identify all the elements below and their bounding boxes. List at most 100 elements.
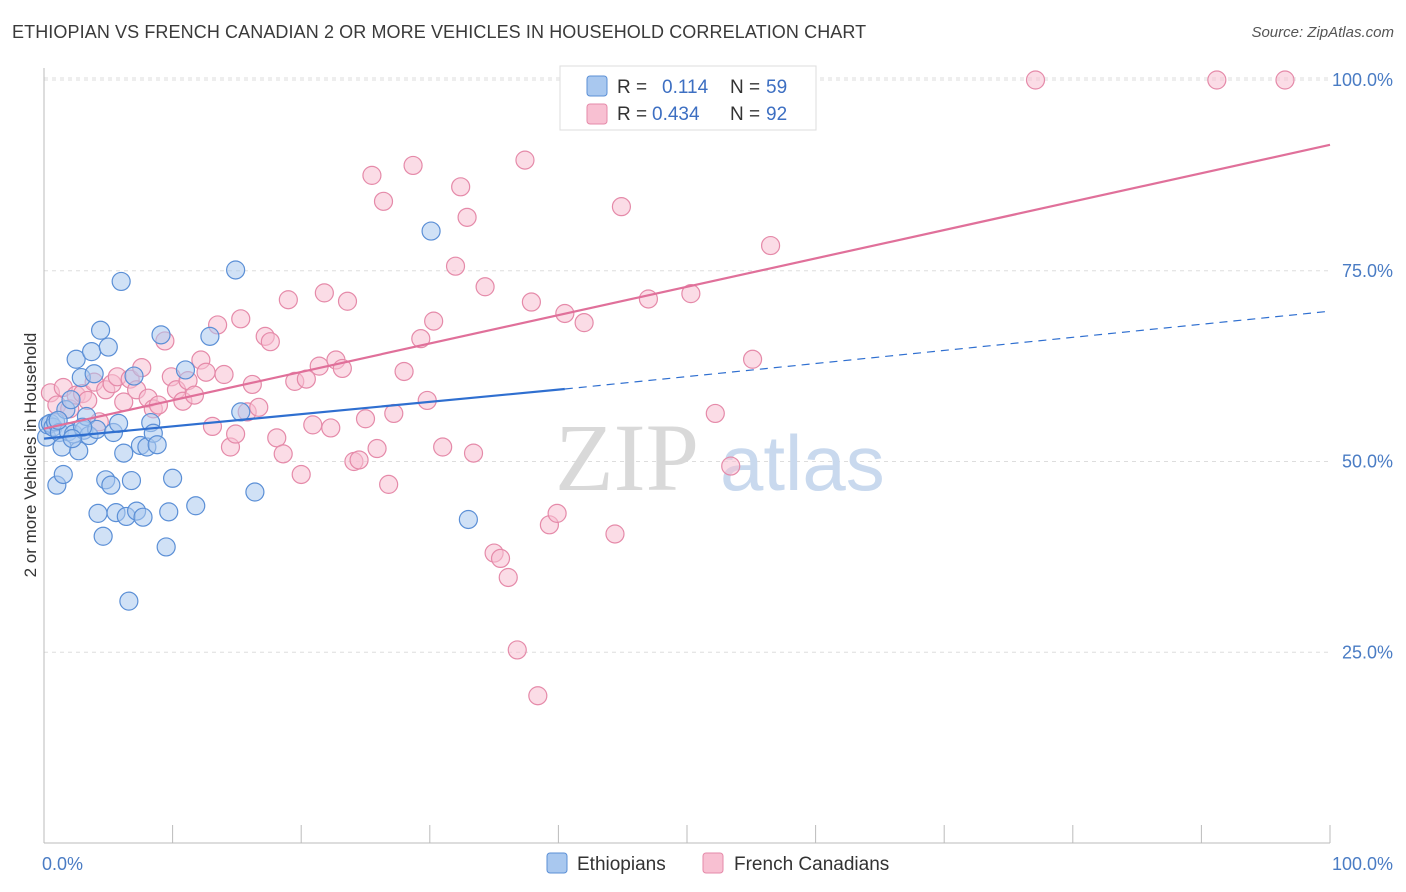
point-ethiopians-43 bbox=[147, 435, 167, 455]
legend-swatch-ethiopians bbox=[586, 75, 608, 97]
legend-n-value-2: 92 bbox=[766, 104, 787, 125]
point-french-68 bbox=[463, 443, 484, 463]
point-ethiopians-27 bbox=[101, 475, 121, 495]
point-ethiopians-47 bbox=[163, 468, 183, 488]
bottom-legend-swatch-french bbox=[702, 852, 724, 874]
point-ethiopians-45 bbox=[156, 537, 176, 557]
point-french-72 bbox=[498, 567, 518, 588]
point-french-54 bbox=[362, 165, 382, 185]
point-french-27 bbox=[202, 416, 223, 437]
watermark-zip: ZIP bbox=[555, 404, 699, 511]
legend-box: R = 0.114 N = 59 R = 0.434 N = 92 bbox=[559, 65, 817, 131]
point-french-78 bbox=[547, 503, 567, 523]
legend-n-value-1: 59 bbox=[766, 77, 787, 98]
legend-swatch-french bbox=[586, 103, 608, 125]
point-french-65 bbox=[445, 256, 466, 276]
point-french-57 bbox=[379, 474, 399, 494]
bottom-legend: Ethiopians French Canadians bbox=[546, 852, 889, 875]
point-french-42 bbox=[291, 464, 311, 485]
point-ethiopians-30 bbox=[108, 413, 129, 433]
point-french-90 bbox=[1207, 70, 1227, 90]
grid-lines bbox=[44, 77, 1330, 653]
point-french-76 bbox=[528, 686, 548, 706]
point-french-86 bbox=[721, 456, 741, 476]
point-french-80 bbox=[574, 313, 594, 333]
point-french-89 bbox=[1025, 70, 1046, 90]
point-french-73 bbox=[507, 640, 527, 660]
trend-ethiopians-projection bbox=[564, 310, 1331, 390]
axes bbox=[43, 68, 1331, 844]
legend-r-value-1: 0.114 bbox=[662, 77, 709, 98]
point-french-37 bbox=[260, 332, 280, 352]
point-ethiopians-54 bbox=[421, 221, 441, 241]
point-ethiopians-8 bbox=[53, 464, 73, 485]
point-french-75 bbox=[521, 292, 541, 312]
point-french-40 bbox=[278, 290, 298, 310]
point-french-58 bbox=[384, 403, 404, 424]
point-ethiopians-20 bbox=[84, 364, 104, 384]
point-french-29 bbox=[214, 364, 234, 385]
point-french-56 bbox=[373, 191, 394, 211]
y-tick-label-75: 75.0% bbox=[1342, 261, 1393, 281]
trend-lines bbox=[43, 143, 1331, 440]
point-ethiopians-46 bbox=[159, 502, 179, 522]
point-french-39 bbox=[273, 444, 293, 464]
source-label: Source: ZipAtlas.com bbox=[1251, 24, 1394, 41]
point-french-31 bbox=[226, 424, 246, 444]
point-ethiopians-11 bbox=[61, 390, 81, 410]
point-ethiopians-22 bbox=[88, 503, 108, 523]
watermark-atlas: atlas bbox=[720, 419, 885, 507]
point-french-84 bbox=[681, 284, 701, 304]
point-french-88 bbox=[760, 235, 781, 256]
point-french-82 bbox=[611, 197, 632, 217]
y-tick-label-50: 50.0% bbox=[1342, 452, 1393, 472]
point-ethiopians-32 bbox=[114, 443, 134, 463]
y-axis-label: 2 or more Vehicles in Household bbox=[21, 333, 40, 578]
point-french-6 bbox=[78, 390, 98, 411]
y-tick-label-25: 25.0% bbox=[1342, 642, 1393, 662]
legend-r-value-2: 0.434 bbox=[652, 104, 700, 125]
point-french-83 bbox=[638, 289, 659, 309]
point-ethiopians-36 bbox=[124, 366, 144, 386]
point-ethiopians-35 bbox=[121, 470, 142, 491]
point-french-38 bbox=[267, 428, 287, 448]
tick-labels: 25.0% 50.0% 75.0% 100.0% 0.0% 100.0% bbox=[42, 70, 1393, 874]
point-ethiopians-55 bbox=[458, 509, 478, 530]
x-tick-label-max: 100.0% bbox=[1332, 854, 1393, 874]
point-ethiopians-13 bbox=[66, 349, 86, 369]
point-french-55 bbox=[367, 438, 387, 459]
point-french-64 bbox=[433, 437, 453, 457]
point-french-35 bbox=[249, 397, 269, 417]
trend-french-canadians bbox=[43, 143, 1331, 430]
bottom-legend-ethiopians: Ethiopians bbox=[577, 854, 666, 875]
point-ethiopians-53 bbox=[245, 482, 265, 502]
point-french-53 bbox=[355, 409, 376, 429]
point-french-60 bbox=[403, 155, 423, 176]
point-french-85 bbox=[705, 403, 725, 424]
point-french-50 bbox=[337, 291, 358, 311]
point-ethiopians-57 bbox=[62, 429, 82, 449]
point-french-26 bbox=[196, 362, 216, 382]
bottom-legend-swatch-ethiopians bbox=[546, 852, 568, 874]
point-ethiopians-19 bbox=[81, 342, 102, 362]
point-ethiopians-50 bbox=[200, 326, 220, 346]
point-french-71 bbox=[490, 548, 511, 569]
legend-r-label-2: R = bbox=[617, 104, 647, 125]
point-french-44 bbox=[303, 415, 323, 435]
watermark: ZIP atlas bbox=[555, 404, 885, 511]
point-ethiopians-26 bbox=[98, 337, 118, 357]
point-french-74 bbox=[515, 150, 535, 170]
point-french-66 bbox=[451, 177, 471, 197]
x-tick-label-min: 0.0% bbox=[42, 854, 83, 874]
point-french-52 bbox=[349, 450, 369, 470]
point-french-81 bbox=[605, 524, 625, 544]
trend-ethiopians bbox=[43, 387, 565, 440]
point-ethiopians-23 bbox=[90, 320, 111, 340]
legend-n-label-2: N = bbox=[730, 104, 760, 125]
series-ethiopians bbox=[36, 221, 478, 611]
point-french-63 bbox=[424, 311, 444, 331]
point-french-67 bbox=[457, 207, 477, 227]
point-french-87 bbox=[742, 349, 763, 369]
point-ethiopians-48 bbox=[175, 360, 196, 380]
chart-title: ETHIOPIAN VS FRENCH CANADIAN 2 OR MORE V… bbox=[12, 22, 867, 42]
